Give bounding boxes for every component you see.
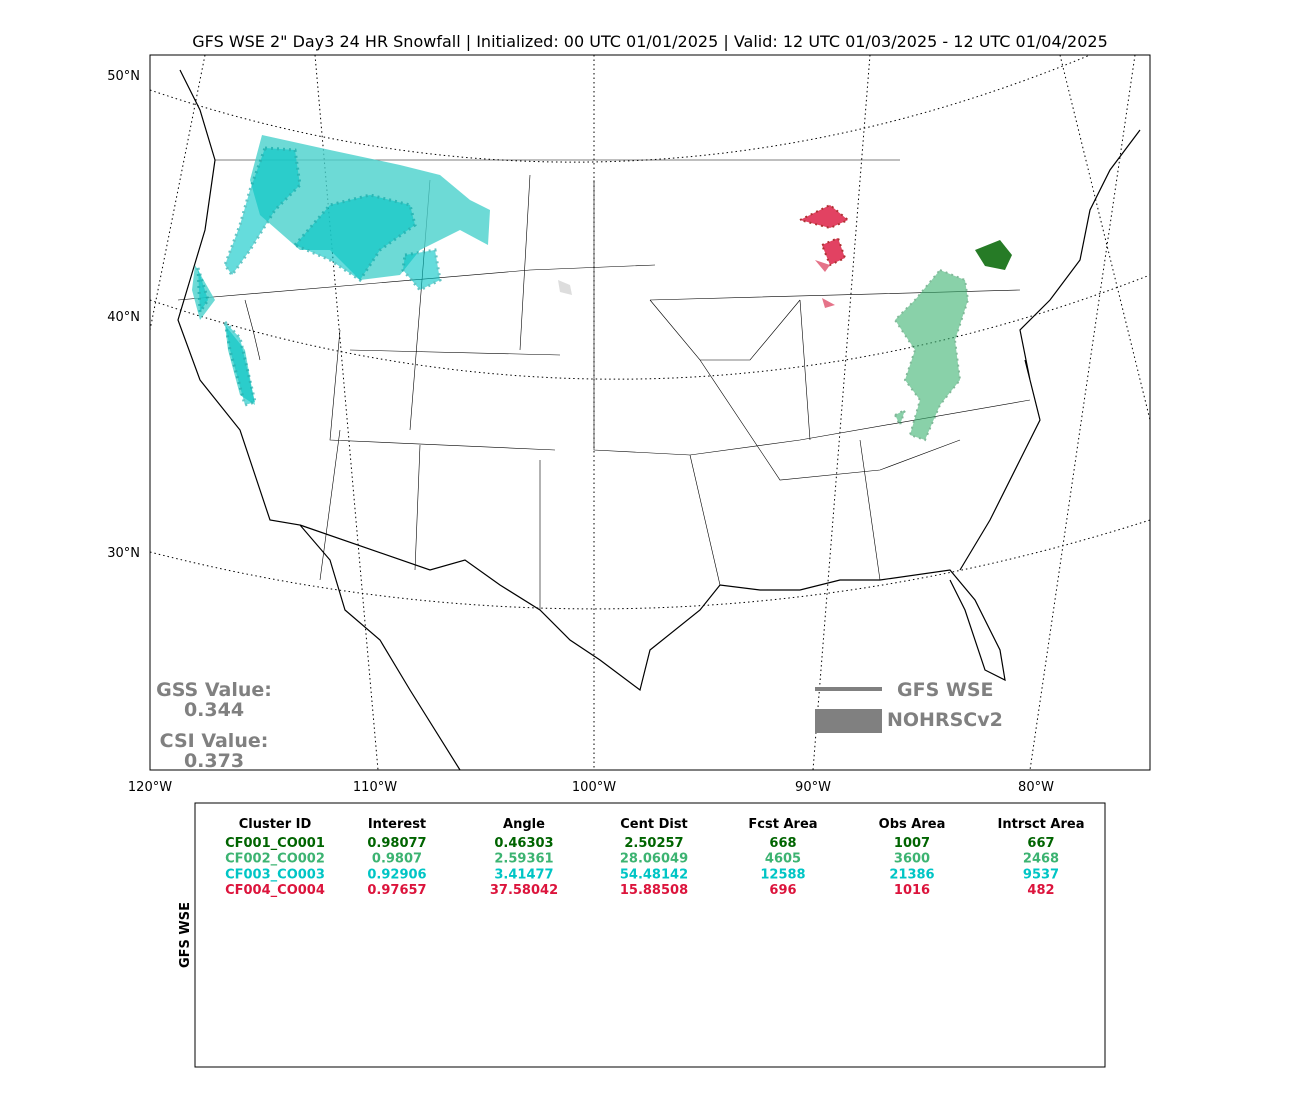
table-cell: 3600 [894, 852, 930, 867]
fcst-snow-outline [893, 268, 970, 442]
table-cell: 2.50257 [624, 836, 683, 851]
table-cell: 21386 [889, 867, 934, 882]
legend: GFS WSE NOHRSCv2 [815, 679, 1003, 733]
table-side-label: GFS WSE [178, 902, 193, 968]
table-cell: CF004_CO004 [225, 883, 325, 898]
obs-snow-area [558, 280, 572, 295]
title: GFS WSE 2" Day3 24 HR Snowfall | Initial… [192, 32, 1108, 51]
graticule [150, 55, 1150, 770]
graticule [150, 274, 1150, 380]
column-header: Fcst Area [748, 817, 817, 832]
column-header: Cluster ID [239, 817, 312, 832]
table-cell: 1016 [894, 883, 930, 898]
graticule [150, 55, 1091, 163]
map: 50°N 40°N 30°N 120°W 110°W 100°W 90°W 80… [107, 54, 1151, 795]
column-header: Cent Dist [620, 817, 688, 832]
fcst-snow-outline [196, 146, 442, 407]
table-cell: 0.9807 [372, 852, 422, 867]
table-cell: CF003_CO003 [225, 867, 325, 882]
table-cell: 668 [769, 836, 796, 851]
table-cell: 0.97657 [367, 883, 426, 898]
state-borders [177, 159, 1031, 610]
table-cell: 3.41477 [494, 867, 553, 882]
column-header: Intrsct Area [998, 817, 1085, 832]
column-header: Obs Area [879, 817, 946, 832]
lon-label: 110°W [353, 780, 397, 795]
lat-label: 50°N [107, 69, 140, 84]
legend-label: NOHRSCv2 [887, 709, 1003, 731]
csi-value: 0.373 [184, 750, 244, 772]
table-cell: 2468 [1023, 852, 1059, 867]
table-cell: CF001_CO001 [225, 836, 325, 851]
table-cell: 54.48142 [620, 867, 688, 882]
table-cell: 0.98077 [367, 836, 426, 851]
column-header: Angle [503, 817, 545, 832]
table-cell: 696 [769, 883, 796, 898]
gss-value: 0.344 [184, 699, 244, 721]
stats-table: GFS WSE Cluster ID Interest Angle Cent Dist… [178, 802, 1106, 1068]
table-cell: 9537 [1023, 867, 1059, 882]
table-cell: 0.46303 [494, 836, 553, 851]
table-cell: 37.58042 [490, 883, 558, 898]
lon-label: 80°W [1018, 780, 1054, 795]
table-cell: 12588 [760, 867, 805, 882]
table-cell: 2.59361 [494, 852, 553, 867]
legend-label: GFS WSE [897, 679, 994, 701]
column-header: Interest [368, 817, 426, 832]
fcst-snow-outline [797, 203, 850, 267]
lon-label: 120°W [128, 780, 172, 795]
lon-label: 100°W [572, 780, 616, 795]
table-cell: CF002_CO002 [225, 852, 325, 867]
table-cell: 28.06049 [620, 852, 688, 867]
table-frame [194, 802, 1106, 1068]
coastline [177, 69, 1141, 770]
lon-label: 90°W [795, 780, 831, 795]
table-cell: 0.92906 [367, 867, 426, 882]
legend-patch [815, 709, 882, 733]
table-cell: 4605 [765, 852, 801, 867]
table-cell: 482 [1027, 883, 1054, 898]
table-cell: 1007 [894, 836, 930, 851]
lat-label: 30°N [107, 546, 140, 561]
table-cell: 667 [1027, 836, 1054, 851]
graticule [150, 519, 1150, 610]
gss-label: GSS Value: [156, 679, 272, 701]
obs-snow-area [815, 260, 835, 308]
csi-label: CSI Value: [160, 730, 269, 752]
lat-labels: 50°N 40°N 30°N [107, 69, 140, 561]
lat-label: 40°N [107, 310, 140, 325]
table-cell: 15.88508 [620, 883, 688, 898]
scores: GSS Value: 0.344 CSI Value: 0.373 [156, 679, 272, 772]
fcst-snow-outline [975, 240, 1012, 270]
lon-labels: 120°W 110°W 100°W 90°W 80°W [128, 780, 1054, 795]
